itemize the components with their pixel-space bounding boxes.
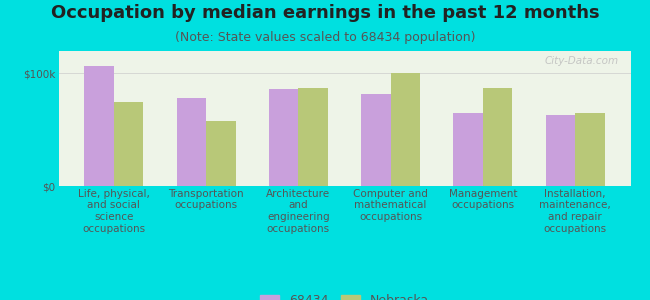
Text: Occupation by median earnings in the past 12 months: Occupation by median earnings in the pas… (51, 4, 599, 22)
Bar (575, 113, 604, 186)
Bar (206, 121, 236, 186)
Bar (298, 88, 328, 186)
Bar (453, 113, 483, 186)
Bar (483, 88, 512, 186)
Bar (545, 115, 575, 186)
Text: (Note: State values scaled to 68434 population): (Note: State values scaled to 68434 popu… (175, 32, 475, 44)
Bar (391, 74, 420, 186)
Legend: 68434, Nebraska: 68434, Nebraska (255, 290, 434, 300)
Bar (114, 102, 144, 186)
Bar (361, 94, 391, 186)
Bar (269, 89, 298, 186)
Bar (177, 98, 206, 186)
Text: City-Data.com: City-Data.com (545, 56, 619, 66)
Bar (84, 66, 114, 186)
